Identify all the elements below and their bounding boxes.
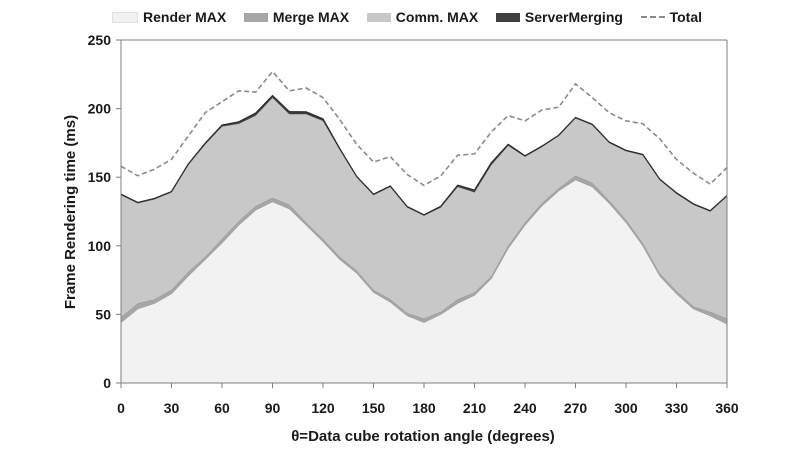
legend-swatch <box>495 12 520 22</box>
y-tick-label: 150 <box>88 169 112 185</box>
legend: Render MAX Merge MAX Comm. MAX ServerMergin… <box>112 6 702 28</box>
legend-label: Comm. MAX <box>395 9 479 25</box>
legend-swatch <box>112 11 138 23</box>
legend-label: ServerMerging <box>524 9 623 25</box>
legend-item-comm-max: Comm. MAX <box>366 9 479 25</box>
y-tick-label: 100 <box>88 238 112 254</box>
legend-item-servermerging: ServerMerging <box>495 9 623 25</box>
x-tick-label: 60 <box>214 400 230 416</box>
legend-item-merge-max: Merge MAX <box>243 9 350 25</box>
x-tick-label: 360 <box>715 400 739 416</box>
x-tick-label: 180 <box>412 400 436 416</box>
legend-item-total: Total <box>640 9 702 25</box>
x-tick-label: 150 <box>362 400 386 416</box>
legend-label: Total <box>669 9 702 25</box>
axes <box>116 39 728 388</box>
legend-swatch <box>640 16 665 18</box>
x-tick-label: 300 <box>614 400 638 416</box>
tick-labels: 0 50 100 150 200 250 0 30 60 90 120 150 180 210 240 270… <box>88 32 739 416</box>
x-tick-label: 30 <box>164 400 180 416</box>
y-tick-label: 50 <box>95 306 111 322</box>
x-axis-title: θ=Data cube rotation angle (degrees) <box>291 428 555 445</box>
legend-item-render-max: Render MAX <box>112 9 226 25</box>
x-tick-label: 90 <box>265 400 281 416</box>
y-axis-title: Frame Rendering time (ms) <box>62 115 79 309</box>
x-tick-label: 0 <box>117 400 125 416</box>
y-tick-label: 250 <box>88 32 112 48</box>
area-comm-max <box>121 97 727 319</box>
legend-label: Render MAX <box>143 9 227 25</box>
series-lines <box>120 70 728 187</box>
y-tick-label: 0 <box>103 375 111 391</box>
stacked-areas <box>120 94 728 383</box>
area-render-max <box>121 179 727 383</box>
x-tick-label: 330 <box>665 400 689 416</box>
legend-label: Merge MAX <box>272 9 350 25</box>
x-tick-label: 210 <box>463 400 487 416</box>
y-tick-label: 200 <box>88 101 112 117</box>
x-tick-label: 270 <box>564 400 588 416</box>
line-total <box>120 70 728 187</box>
legend-swatch <box>243 12 268 22</box>
x-tick-label: 240 <box>513 400 537 416</box>
x-tick-label: 120 <box>311 400 335 416</box>
area-edge-servermerging <box>120 94 728 216</box>
legend-swatch <box>366 12 391 22</box>
